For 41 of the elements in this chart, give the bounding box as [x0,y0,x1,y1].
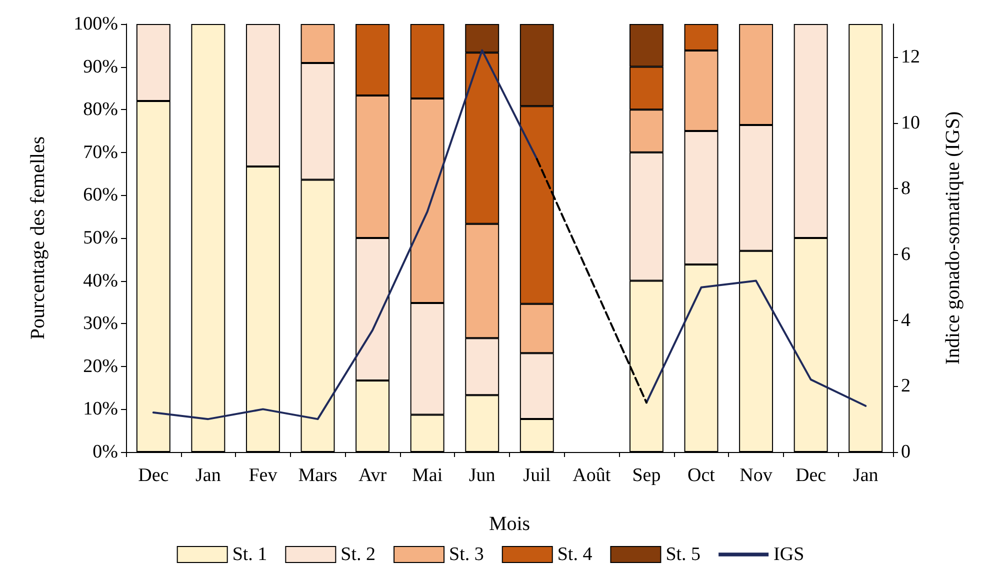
y-tick-label: 70% [83,142,118,163]
y2-tick-label: 6 [901,244,910,265]
x-tick-label: Août [572,465,612,486]
y2-tick-label: 8 [901,178,910,200]
x-tick-label: Jan [196,465,222,486]
x-tick-label: Sep [632,465,661,486]
y-tick-label: 80% [83,99,118,120]
x-tick-label: Oct [688,465,716,486]
y-tick-label: 10% [83,398,118,420]
x-tick-label: Dec [796,465,826,486]
x-tick-label: Dec [138,465,169,486]
x-tick-label: Nov [740,465,773,486]
x-tick-label: Mai [412,465,443,486]
legend-label: St. 4 [557,544,593,565]
y2-tick-label: 12 [901,46,920,68]
y-tick-label: 50% [83,228,118,248]
y2-axis-title: Indice gonado-somatique (IGS) [942,111,964,365]
y2-tick-label: 0 [901,442,910,462]
y-tick-label: 0% [92,442,118,462]
x-tick-label: Fev [248,465,278,486]
legend-label: St. 2 [340,544,376,565]
x-axis-title: Mois [488,513,530,535]
y-tick-label: 20% [83,356,118,377]
x-tick-label: Avr [358,465,388,486]
legend-label: St. 3 [449,544,484,565]
x-tick-label: Jun [468,465,496,486]
x-tick-label: Jan [852,465,879,486]
y2-tick-label: 2 [901,376,910,397]
y2-tick-label: 10 [901,112,920,134]
legend-label: IGS [774,544,804,565]
y-tick-label: 60% [83,184,118,206]
y2-tick-label: 4 [901,310,911,331]
y-tick-label: 100% [74,14,118,34]
y-tick-label: 30% [83,313,118,334]
legend-label: St. 5 [666,544,701,565]
x-tick-label: Juil [523,465,551,486]
y-axis-title: Pourcentage des femelles [27,136,49,340]
x-tick-label: Mars [298,465,338,486]
y-tick-label: 90% [83,56,118,78]
legend-label: St. 1 [232,544,268,565]
y-tick-label: 40% [83,270,118,292]
